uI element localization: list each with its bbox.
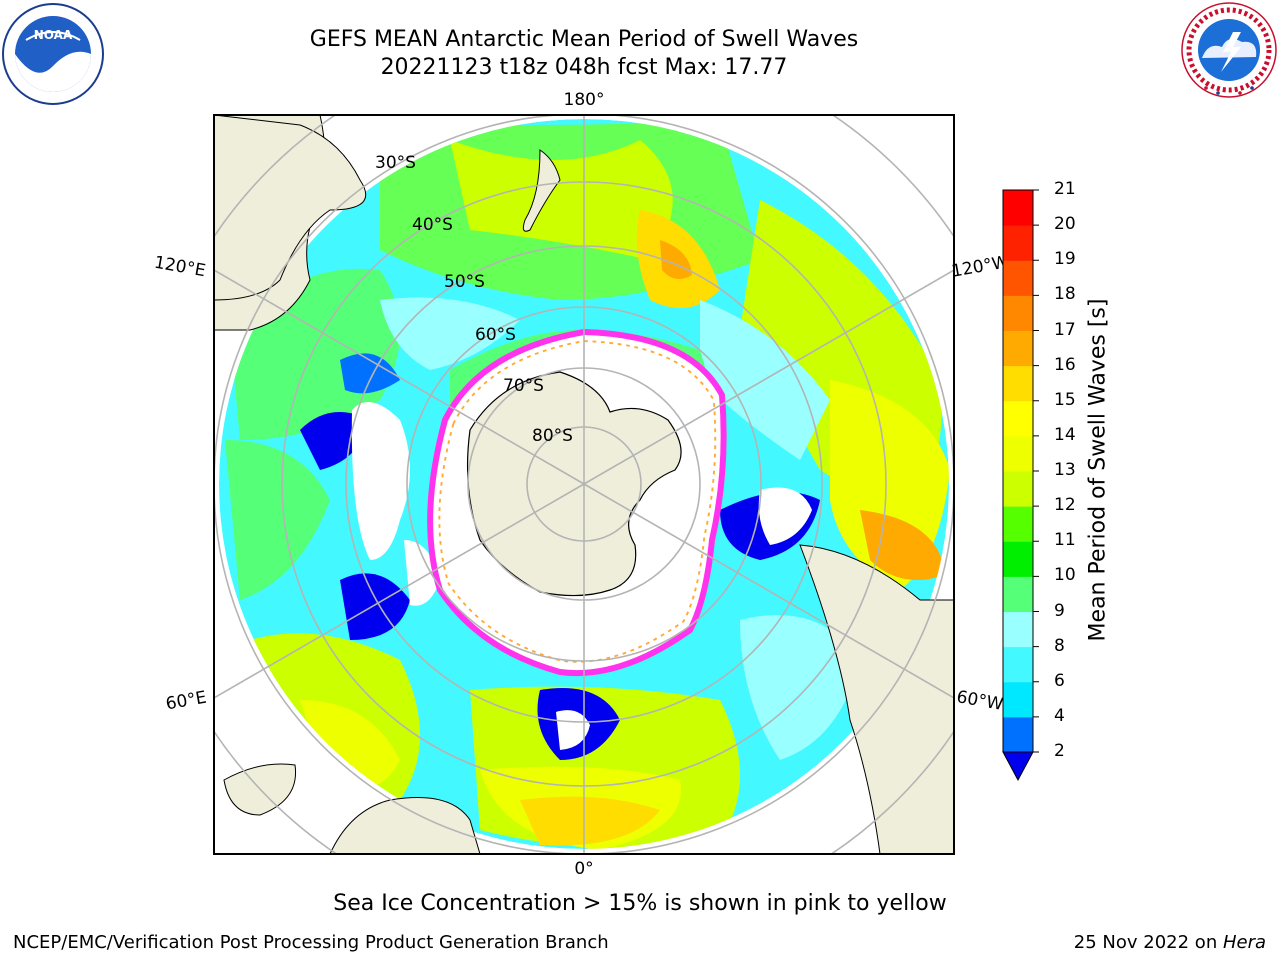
footer-branch: NCEP/EMC/Verification Post Processing Pr… xyxy=(13,932,609,953)
colorbar-tick-label: 16 xyxy=(1054,354,1076,375)
lat-label-60s: 60°S xyxy=(475,325,516,345)
noaa-logo-text: NOAA xyxy=(34,28,73,42)
footer-host: Hera xyxy=(1222,932,1266,953)
noaa-logo-icon: NOAA xyxy=(2,3,104,105)
colorbar-tick-label: 10 xyxy=(1054,565,1076,586)
lon-label-60e: 60°E xyxy=(164,688,208,715)
colorbar xyxy=(1002,189,1039,782)
colorbar-band xyxy=(1003,646,1033,683)
lon-label-120w: 120°W xyxy=(950,252,1011,282)
latitude-labels: 30°S 40°S 50°S 60°S 70°S 80°S xyxy=(375,153,573,446)
colorbar-tick-label: 6 xyxy=(1054,670,1065,691)
map-frame-content: 30°S 40°S 50°S 60°S 70°S 80°S xyxy=(214,115,954,854)
lon-label-0: 0° xyxy=(574,859,593,879)
colorbar-band xyxy=(1003,716,1033,753)
chart-subtitle: 20221123 t18z 048h fcst Max: 17.77 xyxy=(380,55,788,80)
colorbar-tick-label: 12 xyxy=(1054,495,1076,516)
chart-title: GEFS MEAN Antarctic Mean Period of Swell… xyxy=(309,27,859,52)
colorbar-tick-label: 21 xyxy=(1054,179,1076,199)
colorbar-band xyxy=(1003,576,1033,612)
lon-label-120e: 120°E xyxy=(153,253,207,282)
footer-date: 25 Nov 2022 on Hera xyxy=(1074,932,1266,953)
colorbar-tick-label: 20 xyxy=(1054,214,1076,235)
lat-label-30s: 30°S xyxy=(375,153,416,173)
colorbar-tick-label: 19 xyxy=(1054,249,1076,270)
colorbar-tick-label: 2 xyxy=(1054,741,1065,761)
australia-land xyxy=(214,115,367,301)
colorbar-tick-label: 15 xyxy=(1054,389,1076,410)
colorbar-band xyxy=(1003,471,1033,507)
south-america-land xyxy=(799,544,954,854)
colorbar-tick-label: 8 xyxy=(1054,635,1065,656)
lon-label-180: 180° xyxy=(564,90,605,110)
lat-label-80s: 80°S xyxy=(532,426,573,446)
lon-label-60w: 60°W xyxy=(955,687,1005,715)
lat-label-50s: 50°S xyxy=(444,272,485,292)
colorbar-tick-label: 18 xyxy=(1054,284,1076,305)
colorbar-band xyxy=(1003,506,1033,542)
colorbar-tick-label: 14 xyxy=(1054,424,1076,445)
colorbar-tick-label: 11 xyxy=(1054,530,1076,551)
footer-date-text: 25 Nov 2022 on xyxy=(1073,932,1223,953)
colorbar-band xyxy=(1003,541,1033,577)
colorbar-band xyxy=(1003,435,1033,472)
colorbar-band xyxy=(1003,260,1033,296)
colorbar-band xyxy=(1003,330,1033,367)
map-frame xyxy=(213,114,955,855)
sea-ice-note: Sea Ice Concentration > 15% is shown in … xyxy=(333,891,947,916)
colorbar-band xyxy=(1003,400,1033,437)
colorbar-band xyxy=(1003,225,1033,261)
colorbar-tick-label: 17 xyxy=(1054,319,1076,340)
colorbar-tick-label: 13 xyxy=(1054,460,1076,480)
colorbar-band xyxy=(1003,681,1033,718)
nws-logo-icon xyxy=(1181,2,1277,98)
colorbar-band xyxy=(1003,611,1033,648)
colorbar-band xyxy=(1003,365,1033,402)
colorbar-under-arrow xyxy=(1002,751,1034,782)
graticule xyxy=(214,115,954,854)
lat-label-40s: 40°S xyxy=(412,215,453,235)
lat-label-70s: 70°S xyxy=(503,376,544,396)
longitude-labels: 180° 0° 120°E 120°W 60°E 60°W xyxy=(153,90,1011,879)
new-zealand-land xyxy=(522,149,561,232)
colorbar-title: Mean Period of Swell Waves [s] xyxy=(1085,298,1111,642)
colorbar-band xyxy=(1003,295,1033,331)
colorbar-band xyxy=(1003,190,1033,226)
colorbar-tick-label: 4 xyxy=(1054,705,1065,726)
colorbar-tick-label: 9 xyxy=(1054,600,1065,621)
